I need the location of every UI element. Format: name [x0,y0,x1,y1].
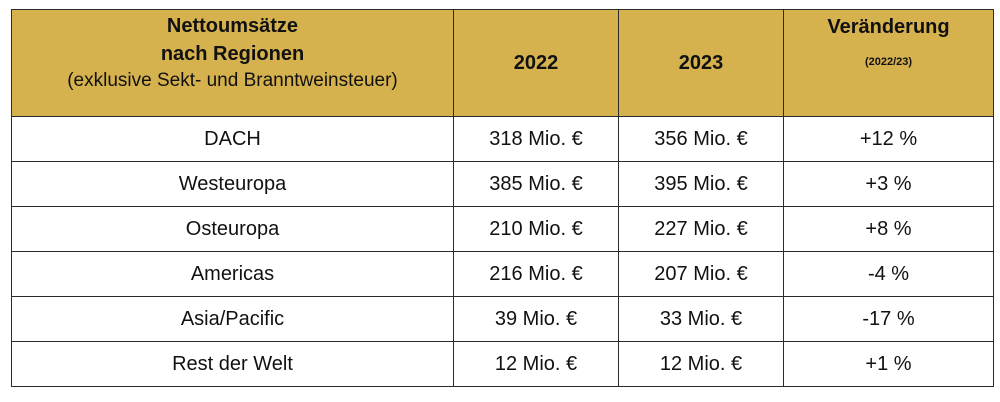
region-cell: Westeuropa [11,161,454,207]
region-header-title: Nettoumsätze [166,15,299,37]
sales-2023-cell: 395 Mio. € [618,161,784,207]
table-row: Osteuropa 210 Mio. € 227 Mio. € +8 % [11,206,994,252]
change-cell: -17 % [783,296,994,342]
net-sales-by-region-table: Nettoumsätze nach Regionen (exklusive Se… [11,9,994,387]
sales-2022-cell: 318 Mio. € [453,116,619,162]
table-row: Westeuropa 385 Mio. € 395 Mio. € +3 % [11,161,994,207]
change-cell: -4 % [783,251,994,297]
region-cell: DACH [11,116,454,162]
change-cell: +1 % [783,341,994,387]
sales-2023-cell: 33 Mio. € [618,296,784,342]
region-cell: Americas [11,251,454,297]
sales-2022-cell: 216 Mio. € [453,251,619,297]
change-header-period: (2022/23) [864,56,913,68]
table-row: Americas 216 Mio. € 207 Mio. € -4 % [11,251,994,297]
table-row: DACH 318 Mio. € 356 Mio. € +12 % [11,116,994,162]
table-header-row: Nettoumsätze nach Regionen (exklusive Se… [11,9,994,117]
sales-2022-cell: 210 Mio. € [453,206,619,252]
region-column-header: Nettoumsätze nach Regionen (exklusive Se… [11,9,454,117]
change-header-title: Veränderung [827,16,950,38]
sales-2023-cell: 227 Mio. € [618,206,784,252]
year-2022-header: 2022 [453,9,619,117]
change-cell: +8 % [783,206,994,252]
change-column-header: Veränderung (2022/23) [783,9,994,117]
year-2023-header: 2023 [618,9,784,117]
region-cell: Rest der Welt [11,341,454,387]
sales-2022-cell: 385 Mio. € [453,161,619,207]
change-cell: +3 % [783,161,994,207]
region-cell: Asia/Pacific [11,296,454,342]
change-cell: +12 % [783,116,994,162]
sales-2023-cell: 356 Mio. € [618,116,784,162]
sales-2023-cell: 207 Mio. € [618,251,784,297]
region-header-subtitle: nach Regionen [160,43,305,65]
sales-2023-cell: 12 Mio. € [618,341,784,387]
sales-2022-cell: 39 Mio. € [453,296,619,342]
region-header-note: (exklusive Sekt- und Branntweinsteuer) [67,70,398,91]
table-row: Asia/Pacific 39 Mio. € 33 Mio. € -17 % [11,296,994,342]
sales-2022-cell: 12 Mio. € [453,341,619,387]
region-cell: Osteuropa [11,206,454,252]
table-row: Rest der Welt 12 Mio. € 12 Mio. € +1 % [11,341,994,387]
